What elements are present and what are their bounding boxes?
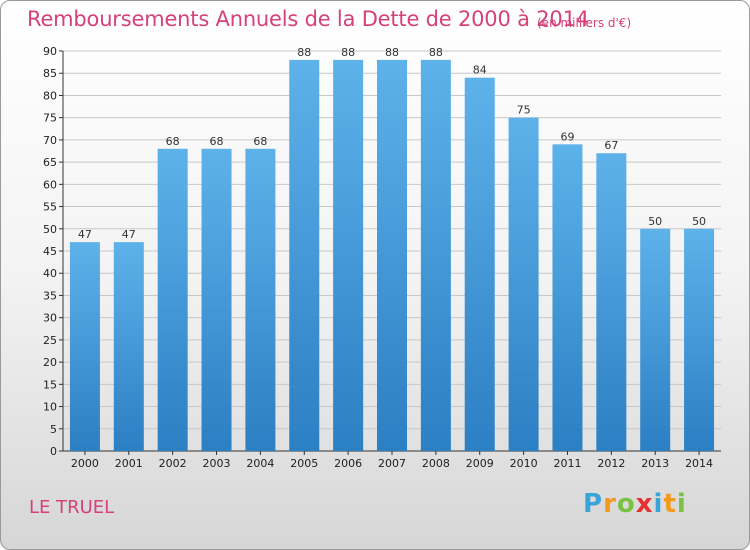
bar-2008 bbox=[420, 59, 451, 452]
value-label-2013: 50 bbox=[648, 215, 662, 228]
bar-2010 bbox=[508, 117, 539, 452]
value-label-2008: 88 bbox=[429, 46, 443, 59]
value-label-2011: 69 bbox=[560, 130, 574, 143]
chart-subtitle: (en milliers d'€) bbox=[537, 16, 632, 30]
x-tick-label: 2002 bbox=[159, 457, 187, 470]
y-tick-label: 15 bbox=[43, 378, 57, 391]
bar-2006 bbox=[333, 59, 364, 452]
value-label-2012: 67 bbox=[604, 139, 618, 152]
bar-2013 bbox=[640, 228, 671, 451]
x-tick-label: 2007 bbox=[378, 457, 406, 470]
bar-2001 bbox=[113, 242, 144, 451]
logo-letter: r bbox=[603, 489, 617, 519]
x-tick-label: 2005 bbox=[290, 457, 318, 470]
x-tick-label: 2010 bbox=[510, 457, 538, 470]
y-tick-label: 30 bbox=[43, 312, 57, 325]
labels: 0 5 10 15 20 25 30 35 40 45 50 55 60 65 70 75 80 85 90 2000… bbox=[43, 45, 713, 470]
y-tick-label: 50 bbox=[43, 223, 57, 236]
y-tick-label: 35 bbox=[43, 289, 57, 302]
x-tick-label: 2000 bbox=[71, 457, 99, 470]
value-label-2000: 47 bbox=[78, 228, 92, 241]
bar-2009 bbox=[464, 77, 495, 452]
value-label-2003: 68 bbox=[210, 135, 224, 148]
x-tick-label: 2006 bbox=[334, 457, 362, 470]
y-tick-label: 40 bbox=[43, 267, 57, 280]
bar-2000 bbox=[69, 242, 100, 451]
value-label-2002: 68 bbox=[166, 135, 180, 148]
y-tick-label: 80 bbox=[43, 89, 57, 102]
y-tick-label: 70 bbox=[43, 134, 57, 147]
y-tick-label: 85 bbox=[43, 67, 57, 80]
x-tick-label: 2013 bbox=[641, 457, 669, 470]
logo-letter: P bbox=[583, 489, 604, 519]
y-tick-label: 75 bbox=[43, 112, 57, 125]
bar-2012 bbox=[596, 153, 627, 451]
bar-2003 bbox=[201, 148, 232, 451]
y-tick-label: 55 bbox=[43, 201, 57, 214]
x-tick-label: 2009 bbox=[466, 457, 494, 470]
x-tick-label: 2012 bbox=[597, 457, 625, 470]
value-label-2009: 84 bbox=[473, 64, 487, 77]
proxiti-logo: Proxiti bbox=[583, 489, 687, 519]
y-tick-label: 10 bbox=[43, 401, 57, 414]
y-tick-label: 5 bbox=[50, 423, 57, 436]
value-label-2004: 68 bbox=[253, 135, 267, 148]
chart-title: Remboursements Annuels de la Dette de 20… bbox=[27, 7, 589, 31]
x-tick-label: 2003 bbox=[203, 457, 231, 470]
value-label-2014: 50 bbox=[692, 215, 706, 228]
logo-letter: i bbox=[676, 489, 687, 519]
x-tick-label: 2008 bbox=[422, 457, 450, 470]
logo-letter: i bbox=[653, 489, 664, 519]
x-tick-label: 2014 bbox=[685, 457, 713, 470]
bar-2011 bbox=[552, 144, 583, 452]
logo-letter: x bbox=[635, 489, 654, 519]
bar-2004 bbox=[245, 148, 276, 451]
y-tick-label: 0 bbox=[50, 445, 57, 458]
y-tick-label: 90 bbox=[43, 45, 57, 58]
y-tick-label: 65 bbox=[43, 156, 57, 169]
value-label-2006: 88 bbox=[341, 46, 355, 59]
bar-2005 bbox=[289, 59, 320, 452]
bars bbox=[69, 59, 715, 452]
value-label-2001: 47 bbox=[122, 228, 136, 241]
y-tick-label: 25 bbox=[43, 334, 57, 347]
y-tick-label: 45 bbox=[43, 245, 57, 258]
x-tick-label: 2001 bbox=[115, 457, 143, 470]
x-tick-label: 2004 bbox=[246, 457, 274, 470]
value-label-2007: 88 bbox=[385, 46, 399, 59]
y-tick-label: 20 bbox=[43, 356, 57, 369]
town-name: LE TRUEL bbox=[29, 497, 115, 518]
value-label-2010: 75 bbox=[517, 104, 531, 117]
bar-2007 bbox=[377, 59, 407, 452]
bar-2002 bbox=[157, 148, 188, 451]
logo-letter: o bbox=[616, 489, 636, 519]
value-label-2005: 88 bbox=[297, 46, 311, 59]
bar-2014 bbox=[684, 228, 715, 451]
logo-letter: t bbox=[663, 489, 677, 519]
y-tick-label: 60 bbox=[43, 178, 57, 191]
x-tick-label: 2011 bbox=[553, 457, 581, 470]
